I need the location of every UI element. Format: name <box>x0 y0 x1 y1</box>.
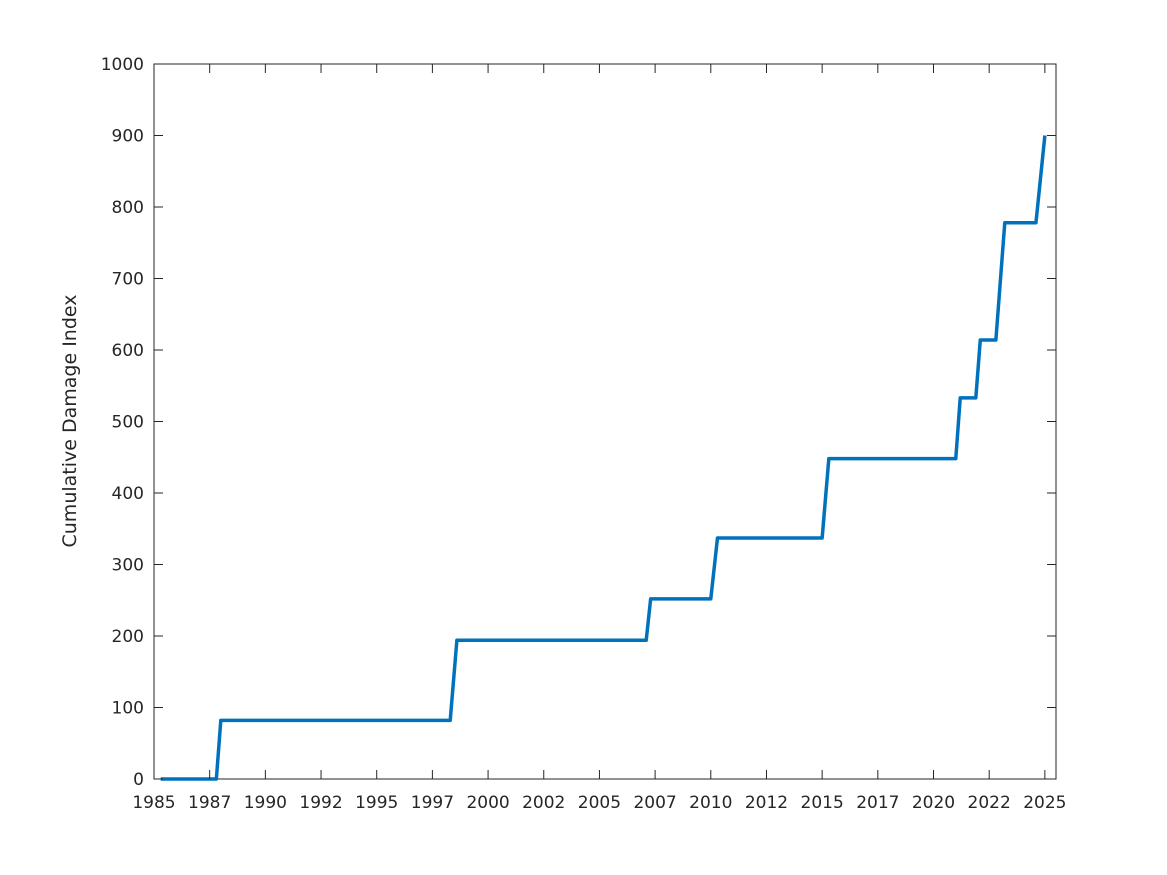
y-axis-label: Cumulative Damage Index <box>59 294 81 547</box>
y-tick-label: 300 <box>112 556 144 576</box>
y-tick-label: 100 <box>112 699 144 719</box>
x-tick-label: 2010 <box>689 793 732 813</box>
x-axis: 1985 1987 1990 1992 1995 1997 2000 2002 2005 2007… <box>132 64 1066 813</box>
x-tick-label: 2020 <box>912 793 955 813</box>
x-tick-label: 2015 <box>801 793 844 813</box>
y-tick-label: 0 <box>133 770 144 790</box>
x-tick-label: 1997 <box>411 793 454 813</box>
y-tick-label: 200 <box>112 627 144 647</box>
x-tick-label: 2025 <box>1023 793 1066 813</box>
x-tick-label: 1987 <box>188 793 231 813</box>
y-tick-label: 800 <box>112 198 144 218</box>
y-axis: 0 100 200 300 400 500 600 700 800 900 1000 <box>101 55 1056 790</box>
x-tick-label: 1990 <box>244 793 287 813</box>
y-tick-label: 600 <box>112 341 144 361</box>
y-tick-label: 1000 <box>101 55 144 75</box>
x-tick-label: 2022 <box>968 793 1011 813</box>
x-tick-label: 2007 <box>633 793 676 813</box>
x-tick-label: 2012 <box>745 793 788 813</box>
y-tick-label: 400 <box>112 484 144 504</box>
x-tick-label: 2005 <box>578 793 621 813</box>
series-layer <box>160 135 1047 781</box>
x-tick-label: 1992 <box>299 793 342 813</box>
x-tick-label: 1985 <box>132 793 175 813</box>
y-tick-label: 900 <box>112 127 144 147</box>
x-tick-label: 1995 <box>355 793 398 813</box>
series-line-0 <box>160 135 1047 781</box>
y-tick-label: 500 <box>112 413 144 433</box>
x-tick-label: 2002 <box>522 793 565 813</box>
x-tick-label: 2017 <box>856 793 899 813</box>
y-tick-label: 700 <box>112 270 144 290</box>
x-tick-label: 2000 <box>466 793 509 813</box>
